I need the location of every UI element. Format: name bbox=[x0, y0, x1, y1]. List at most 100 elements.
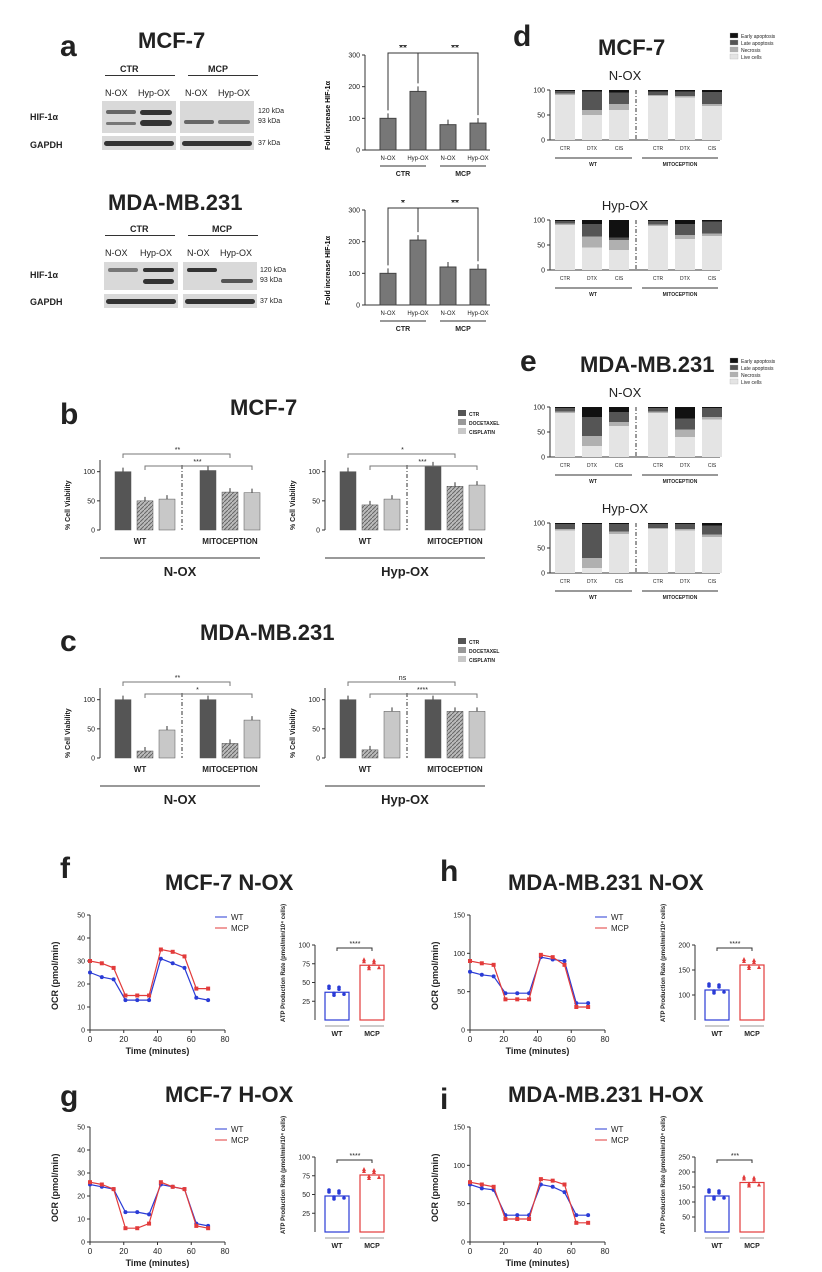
data-point bbox=[550, 1184, 555, 1189]
tick-label: WT bbox=[359, 765, 372, 774]
y-axis-label: OCR (pmol/min) bbox=[50, 942, 60, 1011]
blot-mcp-label: MCP bbox=[212, 224, 232, 234]
data-point bbox=[158, 1180, 163, 1185]
legend-swatch bbox=[729, 357, 739, 364]
data-point bbox=[88, 959, 92, 963]
data-point bbox=[135, 1210, 140, 1215]
tick-label: 50 bbox=[302, 1192, 310, 1199]
western-blot-mcf7: CTR MCP N-OX Hyp-OX N-OX Hyp-OX bbox=[100, 62, 350, 152]
tick-label: ** bbox=[451, 45, 459, 54]
tick-label: Hyp-OX bbox=[602, 198, 649, 213]
data-point bbox=[342, 1196, 346, 1200]
tick-label: WT bbox=[589, 595, 597, 601]
lane-label: Hyp-OX bbox=[140, 248, 173, 258]
tick-label: DTX bbox=[587, 146, 598, 152]
stack-segment bbox=[702, 419, 722, 457]
tick-label: 300 bbox=[348, 208, 360, 215]
y-axis-label: % Cell Viability bbox=[65, 708, 72, 758]
tick-label: 200 bbox=[678, 943, 690, 950]
data-point bbox=[722, 990, 726, 994]
sig-bracket bbox=[347, 681, 456, 686]
stack-segment bbox=[609, 426, 629, 457]
data-point bbox=[742, 1176, 746, 1181]
stack-segment bbox=[582, 115, 602, 140]
stack-segment bbox=[555, 529, 575, 531]
stack-segment bbox=[702, 537, 722, 573]
tick-label: 0 bbox=[81, 1240, 85, 1247]
legend-swatch bbox=[458, 647, 466, 653]
tick-label: CIS bbox=[708, 579, 717, 585]
bar bbox=[379, 117, 397, 151]
tick-label: 100 bbox=[533, 88, 545, 95]
stack-segment bbox=[582, 224, 602, 237]
stack-segment bbox=[609, 534, 629, 573]
tick-label: 100 bbox=[453, 951, 465, 958]
data-point bbox=[538, 952, 543, 957]
data-point bbox=[111, 977, 116, 982]
bar bbox=[704, 989, 730, 1021]
stack-segment bbox=[582, 446, 602, 457]
tick-label: CIS bbox=[615, 146, 624, 152]
legend-swatch bbox=[458, 410, 466, 416]
stack-segment bbox=[675, 524, 695, 529]
blot-image bbox=[104, 262, 178, 290]
tick-label: 100 bbox=[298, 1155, 310, 1162]
tick-label: DOCETAXEL bbox=[469, 649, 499, 655]
data-point bbox=[717, 1191, 721, 1195]
data-point bbox=[147, 1221, 152, 1226]
tick-label: 100 bbox=[533, 218, 545, 225]
data-point bbox=[586, 1213, 591, 1218]
bar bbox=[114, 699, 132, 759]
tick-label: 60 bbox=[187, 1035, 196, 1044]
tick-label: MCP bbox=[455, 326, 471, 333]
tick-label: 0 bbox=[81, 1028, 85, 1035]
data-point bbox=[147, 1212, 152, 1217]
stack-segment bbox=[675, 90, 695, 92]
tick-label: CTR bbox=[560, 579, 571, 585]
tick-label: 0 bbox=[461, 1028, 465, 1035]
tick-label: 20 bbox=[77, 1194, 85, 1201]
tick-label: **** bbox=[730, 941, 741, 948]
tick-label: 100 bbox=[308, 697, 320, 704]
data-point bbox=[182, 965, 187, 970]
tick-label: 100 bbox=[678, 1200, 690, 1207]
tick-label: 60 bbox=[567, 1247, 576, 1256]
tick-label: 50 bbox=[312, 498, 320, 505]
data-point bbox=[707, 1190, 711, 1194]
data-point bbox=[515, 997, 520, 1002]
series-line bbox=[89, 948, 209, 997]
tick-label: CISPLATIN bbox=[469, 658, 495, 664]
stack-segment bbox=[582, 110, 602, 115]
panel-b-label: b bbox=[60, 398, 79, 431]
bar bbox=[469, 122, 487, 151]
sig-bracket bbox=[369, 693, 478, 698]
tick-label: 0 bbox=[541, 268, 545, 275]
tick-label: 80 bbox=[221, 1247, 230, 1256]
mw-label: 120 kDa bbox=[258, 108, 285, 115]
tick-label: * bbox=[401, 447, 404, 454]
bar bbox=[359, 1174, 385, 1233]
tick-label: MCP bbox=[455, 171, 471, 178]
bar bbox=[243, 719, 261, 759]
b-title: MCF-7 bbox=[230, 395, 298, 420]
tick-label: 40 bbox=[153, 1035, 162, 1044]
tick-label: WT bbox=[589, 292, 597, 298]
tick-label: MCP bbox=[744, 1031, 760, 1038]
stack-segment bbox=[675, 97, 695, 140]
gapdh-label: GAPDH bbox=[30, 297, 63, 307]
tick-label: 50 bbox=[682, 1215, 690, 1222]
stack-segment bbox=[582, 436, 602, 446]
chart-a-mda: Fold increase HIF-1α 0 100 200 300 N-OX Hyp-O… bbox=[325, 200, 490, 333]
tick-label: MITOCEPTION bbox=[663, 595, 698, 601]
stack-segment bbox=[675, 429, 695, 437]
chart-f: OCR (pmol/min) 0 10 20 30 40 50 0 20 40 60 80 Time (… bbox=[50, 904, 385, 1056]
mw-label: 93 kDa bbox=[260, 277, 283, 284]
data-point bbox=[332, 1197, 336, 1201]
tick-label: 0 bbox=[88, 1247, 93, 1256]
data-point bbox=[717, 985, 721, 989]
tick-label: 0 bbox=[541, 455, 545, 462]
y-axis-label: OCR (pmol/min) bbox=[430, 1154, 440, 1223]
bar bbox=[359, 964, 385, 1021]
tick-label: Time (minutes) bbox=[126, 1046, 190, 1056]
bar bbox=[383, 498, 401, 531]
